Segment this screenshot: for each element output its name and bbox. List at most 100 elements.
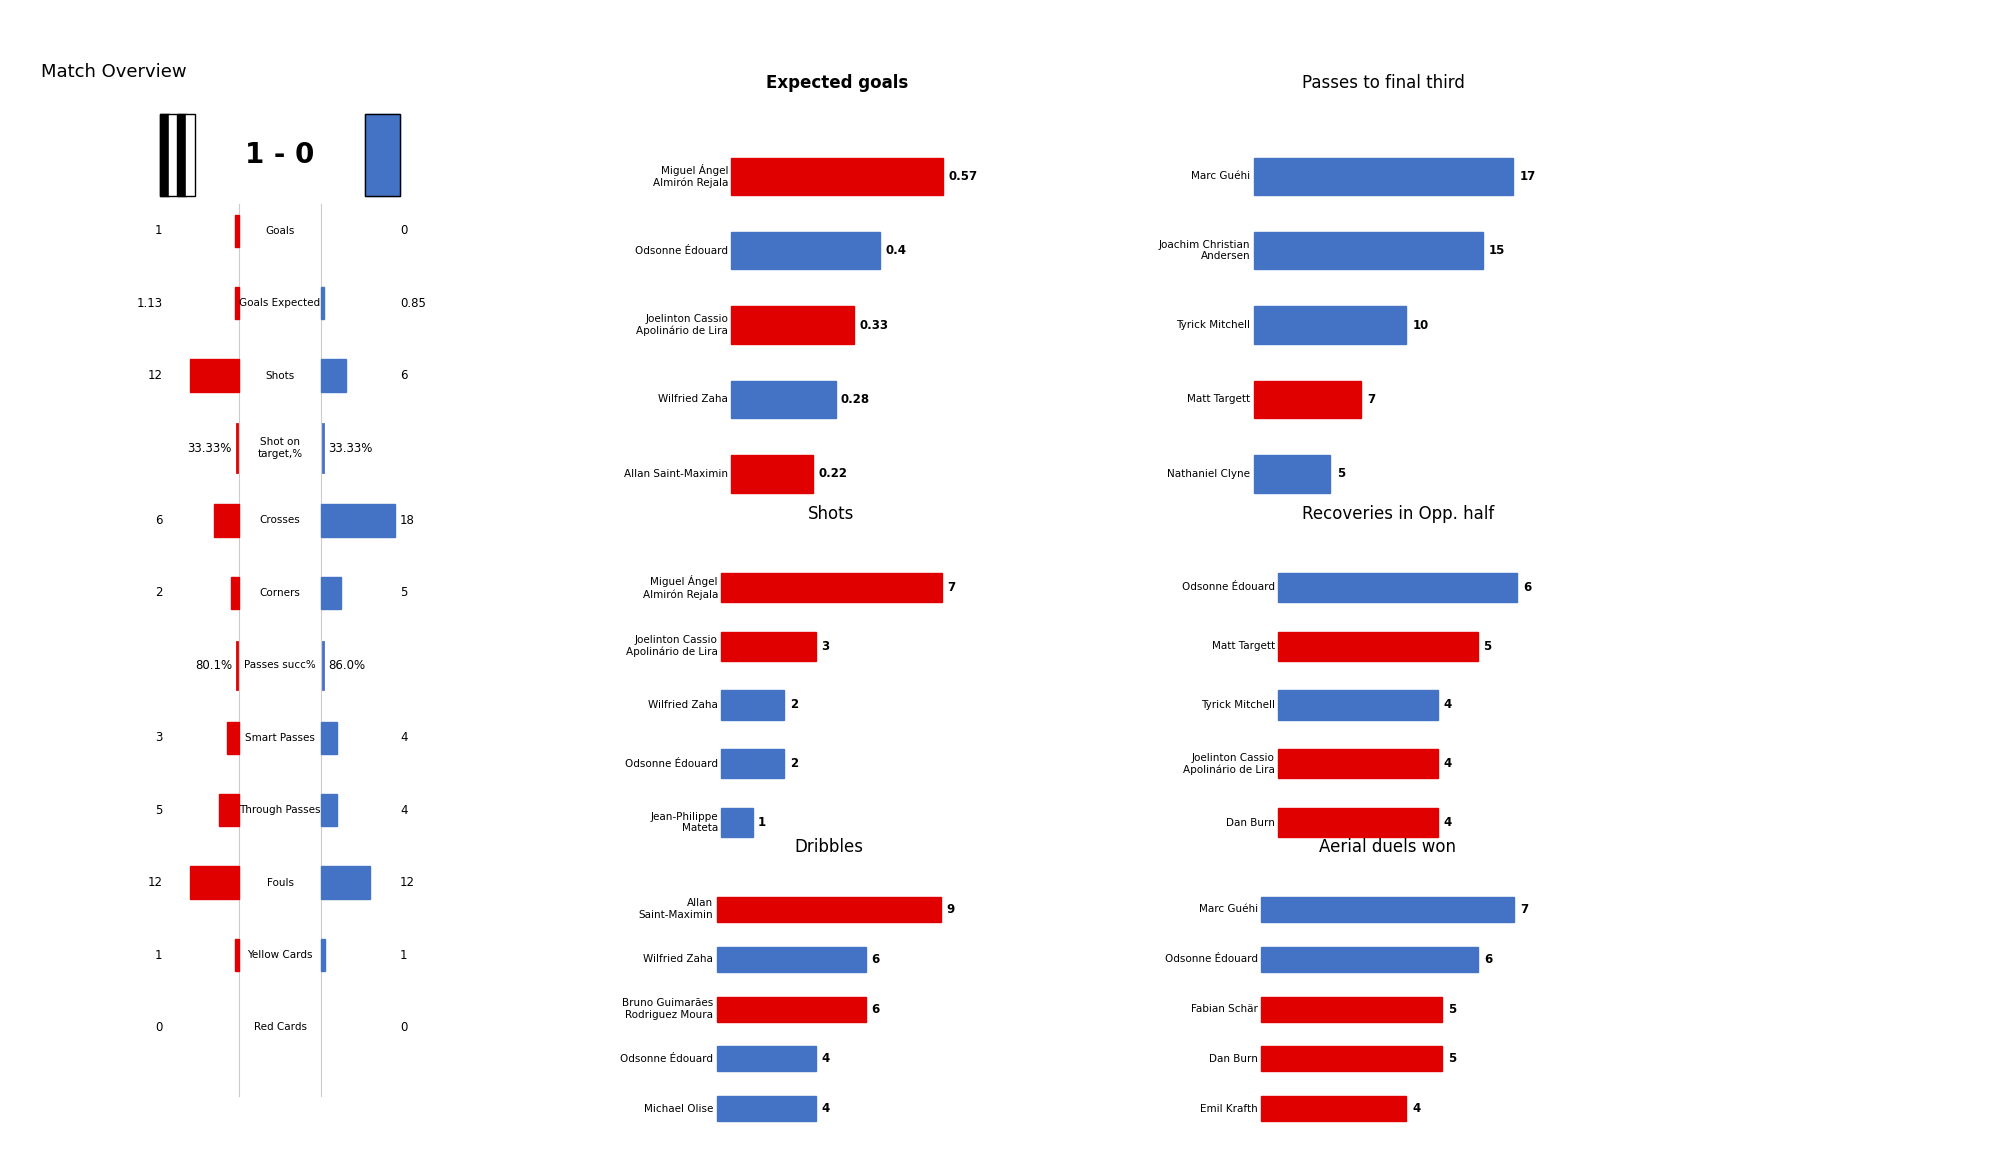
Text: Bruno Guimarães
Rodriguez Moura: Bruno Guimarães Rodriguez Moura	[622, 999, 714, 1020]
Bar	[732, 157, 944, 195]
Text: 86.0%: 86.0%	[328, 659, 366, 672]
Text: 1: 1	[400, 948, 408, 961]
Text: 5: 5	[400, 586, 408, 599]
Text: Smart Passes: Smart Passes	[246, 733, 314, 743]
Text: Miguel Ángel
Almirón Rejala: Miguel Ángel Almirón Rejala	[652, 165, 728, 188]
Text: 0.57: 0.57	[948, 169, 978, 183]
Bar	[716, 1096, 816, 1121]
Bar	[1278, 573, 1518, 602]
Bar	[320, 721, 338, 754]
Text: 6: 6	[872, 1002, 880, 1015]
Text: 17: 17	[1520, 169, 1536, 183]
Bar	[732, 455, 814, 492]
Text: 4: 4	[822, 1053, 830, 1066]
Text: 6: 6	[1484, 953, 1492, 966]
Text: Dan Burn: Dan Burn	[1208, 1054, 1258, 1065]
Text: Marc Guéhi: Marc Guéhi	[1198, 904, 1258, 914]
Text: Emil Krafth: Emil Krafth	[1200, 1103, 1258, 1114]
Text: Odsonne Édouard: Odsonne Édouard	[620, 1054, 714, 1065]
Bar	[366, 114, 400, 196]
Bar	[190, 866, 240, 899]
Text: Michael Olise: Michael Olise	[644, 1103, 714, 1114]
Text: 5: 5	[1448, 1053, 1456, 1066]
Bar	[230, 577, 240, 609]
Text: 0.85: 0.85	[400, 297, 426, 310]
Bar	[234, 287, 240, 320]
Text: 7: 7	[1520, 902, 1528, 915]
Text: Goals Expected: Goals Expected	[240, 298, 320, 308]
Bar	[722, 691, 784, 719]
Text: 5: 5	[1336, 468, 1346, 481]
Bar	[320, 939, 324, 972]
Text: 9: 9	[946, 902, 954, 915]
Text: 0: 0	[400, 1021, 408, 1034]
Bar	[1262, 897, 1514, 921]
Text: Dan Burn: Dan Burn	[1226, 818, 1274, 827]
Text: 0.22: 0.22	[818, 468, 848, 481]
Text: 4: 4	[400, 731, 408, 744]
Text: Match Overview: Match Overview	[40, 63, 186, 81]
Bar	[320, 866, 370, 899]
Text: Joelinton Cassio
Apolinário de Lira: Joelinton Cassio Apolinário de Lira	[1182, 753, 1274, 774]
Text: 12: 12	[148, 877, 162, 889]
Text: 12: 12	[400, 877, 414, 889]
Text: 7: 7	[948, 580, 956, 595]
Text: Shots: Shots	[808, 505, 854, 523]
Bar	[716, 1047, 816, 1072]
Text: 18: 18	[400, 513, 414, 526]
Text: Fouls: Fouls	[266, 878, 294, 887]
Text: Passes to final third: Passes to final third	[1302, 74, 1466, 92]
Text: Wilfried Zaha: Wilfried Zaha	[658, 395, 728, 404]
Bar	[366, 114, 400, 196]
Bar	[1254, 307, 1406, 343]
Text: 1: 1	[758, 815, 766, 830]
Text: Wilfried Zaha: Wilfried Zaha	[644, 954, 714, 965]
Text: 4: 4	[1444, 698, 1452, 712]
Bar	[1254, 455, 1330, 492]
Bar	[218, 794, 240, 826]
Bar	[732, 307, 854, 343]
Bar	[320, 577, 342, 609]
Text: Aerial duels won: Aerial duels won	[1320, 838, 1456, 855]
Text: Red Cards: Red Cards	[254, 1022, 306, 1033]
Text: 0: 0	[400, 224, 408, 237]
Bar	[722, 573, 942, 602]
Text: 33.33%: 33.33%	[188, 442, 232, 455]
Bar	[722, 632, 816, 660]
Text: 80.1%: 80.1%	[194, 659, 232, 672]
Bar	[1262, 1096, 1406, 1121]
Text: 4: 4	[822, 1102, 830, 1115]
Text: 0.4: 0.4	[886, 244, 906, 257]
Bar	[320, 794, 338, 826]
Text: Shots: Shots	[266, 370, 294, 381]
Text: Marc Guéhi: Marc Guéhi	[1192, 172, 1250, 181]
Bar	[1278, 691, 1438, 719]
Bar	[732, 381, 836, 418]
Bar	[320, 287, 324, 320]
Text: 4: 4	[1412, 1102, 1420, 1115]
Text: 6: 6	[154, 513, 162, 526]
Text: 1: 1	[154, 948, 162, 961]
Text: 4: 4	[1444, 815, 1452, 830]
Text: Jean-Philippe
Mateta: Jean-Philippe Mateta	[650, 812, 718, 833]
Text: Yellow Cards: Yellow Cards	[248, 951, 312, 960]
Text: 1 - 0: 1 - 0	[246, 141, 314, 169]
Bar	[1278, 632, 1478, 660]
Text: 0: 0	[156, 1021, 162, 1034]
Text: Odsonne Édouard: Odsonne Édouard	[636, 246, 728, 256]
Bar	[236, 939, 240, 972]
Text: 6: 6	[1524, 580, 1532, 595]
Bar	[226, 721, 240, 754]
Bar	[1254, 157, 1514, 195]
Text: Allan
Saint-Maximin: Allan Saint-Maximin	[638, 899, 714, 920]
Text: Odsonne Édouard: Odsonne Édouard	[1164, 954, 1258, 965]
Text: 15: 15	[1490, 244, 1506, 257]
Text: 7: 7	[1368, 392, 1376, 407]
Text: Nathaniel Clyne: Nathaniel Clyne	[1168, 469, 1250, 479]
Bar	[186, 114, 194, 196]
Text: 0.28: 0.28	[840, 392, 870, 407]
Bar	[190, 360, 240, 391]
Bar	[1262, 947, 1478, 972]
Text: 2: 2	[154, 586, 162, 599]
Text: Matt Targett: Matt Targett	[1212, 642, 1274, 651]
